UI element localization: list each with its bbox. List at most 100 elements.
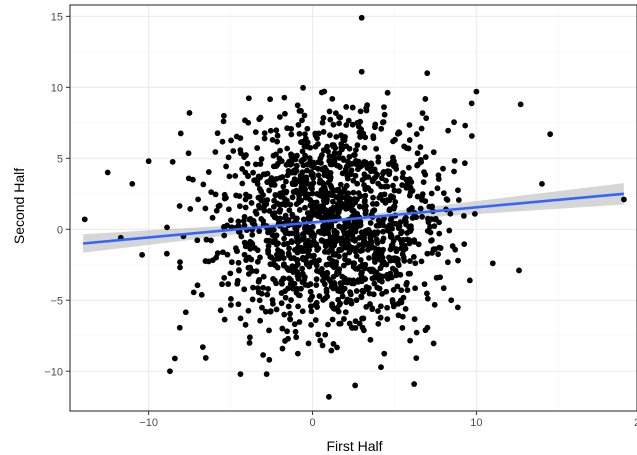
data-point [242, 243, 249, 250]
data-point [336, 266, 343, 273]
data-point [260, 352, 266, 358]
data-point [447, 210, 454, 217]
data-point [177, 259, 183, 266]
data-point [421, 281, 428, 288]
y-tick-label: −5 [50, 295, 63, 307]
data-point [362, 210, 369, 217]
data-point [237, 147, 244, 153]
data-point [425, 217, 432, 224]
data-point [401, 257, 408, 264]
data-point [225, 206, 232, 213]
data-point [444, 259, 451, 266]
data-point [250, 169, 256, 176]
data-point [282, 288, 288, 295]
data-point [328, 192, 335, 198]
data-point [305, 237, 312, 244]
data-point [353, 253, 360, 259]
data-point [292, 328, 299, 335]
data-point [349, 104, 356, 111]
data-point [422, 171, 429, 178]
data-point [322, 295, 329, 302]
data-point [409, 215, 416, 221]
data-point [384, 316, 391, 322]
data-point [296, 207, 303, 213]
data-point [287, 316, 294, 323]
data-point [268, 181, 275, 188]
data-point [369, 306, 376, 313]
data-point [350, 189, 357, 196]
data-point [395, 262, 402, 269]
data-point [243, 191, 249, 198]
data-point [414, 162, 420, 169]
data-point [269, 136, 276, 143]
data-point [377, 303, 384, 310]
data-point [294, 350, 301, 357]
data-point [249, 296, 256, 303]
data-point [415, 241, 422, 248]
data-point [371, 168, 378, 175]
data-point [417, 205, 424, 212]
data-point [293, 201, 300, 208]
data-point [333, 229, 340, 236]
data-point [381, 104, 387, 110]
data-point [419, 197, 425, 203]
data-point [279, 345, 286, 352]
data-point [273, 163, 280, 170]
data-point [278, 300, 285, 307]
data-point [288, 297, 294, 303]
data-point [274, 132, 281, 139]
data-point [266, 356, 273, 363]
data-point [360, 327, 367, 334]
data-point [320, 185, 327, 192]
data-point [424, 250, 431, 257]
data-point [399, 182, 406, 188]
data-point [289, 181, 296, 188]
data-point [242, 196, 249, 203]
data-point [389, 265, 396, 272]
data-point [224, 222, 231, 229]
data-point [286, 275, 293, 282]
data-point [288, 238, 295, 244]
data-point [245, 307, 252, 314]
data-point [423, 115, 430, 122]
data-point [236, 203, 243, 210]
data-point [300, 234, 307, 241]
data-point [376, 222, 383, 228]
data-point [356, 222, 363, 229]
data-point [307, 281, 314, 287]
data-point [264, 291, 271, 298]
data-point [471, 210, 478, 217]
data-point [260, 273, 267, 280]
data-point [312, 130, 319, 137]
x-axis-ticks: −10 0 10 20 [139, 411, 637, 429]
data-point [245, 119, 252, 126]
data-point [388, 274, 395, 281]
data-point [270, 276, 276, 282]
data-point [251, 245, 258, 251]
data-point [274, 138, 281, 145]
data-point [440, 165, 446, 172]
data-point [265, 286, 272, 292]
data-point [298, 285, 304, 292]
data-point [296, 319, 303, 325]
data-point [389, 243, 396, 249]
data-point [367, 235, 374, 242]
data-point [353, 297, 360, 304]
data-point [256, 276, 263, 283]
data-point [460, 213, 467, 219]
data-point [241, 286, 248, 293]
data-point [315, 245, 322, 252]
data-point [390, 182, 396, 189]
data-point [331, 150, 338, 157]
data-point [392, 198, 399, 205]
data-point [273, 280, 280, 287]
data-point [212, 149, 219, 155]
data-point [337, 320, 344, 327]
data-point [232, 173, 239, 179]
data-point [215, 203, 222, 210]
data-point [349, 279, 356, 285]
data-point [401, 242, 408, 249]
data-point [328, 184, 335, 191]
data-point [189, 176, 196, 183]
data-point [282, 214, 288, 221]
